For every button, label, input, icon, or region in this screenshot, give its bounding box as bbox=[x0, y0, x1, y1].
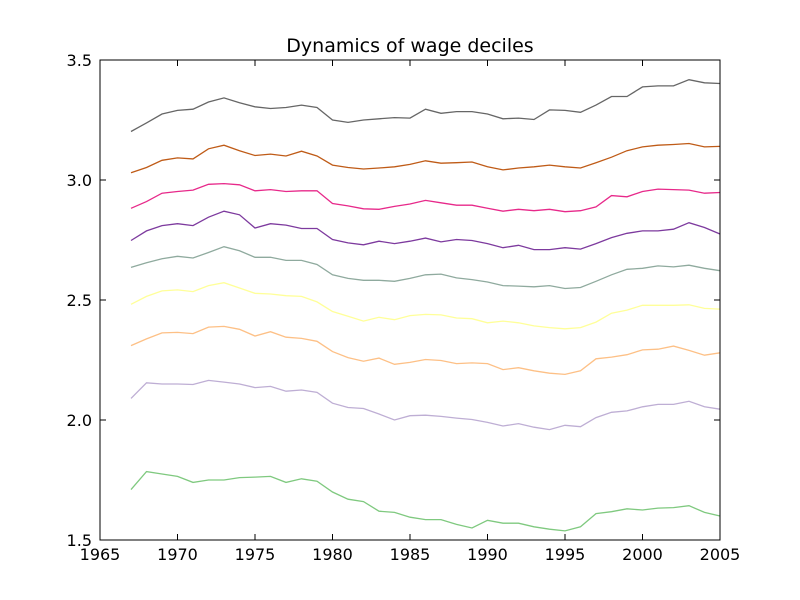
series-line-3 bbox=[130, 325, 721, 376]
series-line-4 bbox=[130, 282, 721, 330]
chart-title: Dynamics of wage deciles bbox=[286, 35, 533, 57]
y-tick-label: 1.5 bbox=[67, 531, 92, 550]
series-line-5 bbox=[130, 246, 721, 290]
series-line-2 bbox=[130, 379, 721, 431]
y-tick-label: 2.0 bbox=[67, 411, 92, 430]
y-tick-label: 3.5 bbox=[67, 51, 92, 70]
series-line-1 bbox=[130, 470, 721, 532]
y-tick-label: 2.5 bbox=[67, 291, 92, 310]
plot-frame bbox=[99, 59, 721, 541]
series-line-7 bbox=[130, 182, 721, 213]
series-line-8 bbox=[130, 142, 721, 174]
x-tick-label: 1985 bbox=[390, 545, 431, 564]
series-line-6 bbox=[130, 210, 721, 251]
x-tick-label: 2000 bbox=[622, 545, 663, 564]
x-tick-label: 1975 bbox=[235, 545, 276, 564]
x-tick-label: 2005 bbox=[700, 545, 741, 564]
x-tick-label: 1970 bbox=[157, 545, 198, 564]
series-line-9 bbox=[130, 79, 721, 133]
x-tick-label: 1995 bbox=[545, 545, 586, 564]
x-tick-label: 1990 bbox=[467, 545, 508, 564]
x-tick-label: 1965 bbox=[80, 545, 121, 564]
y-tick-label: 3.0 bbox=[67, 171, 92, 190]
x-tick-label: 1980 bbox=[312, 545, 353, 564]
ticks-layer: 1965 1970 1975 1980 1985 1990 1995 2000 2005 1.5 2… bbox=[67, 51, 741, 564]
series-layer bbox=[130, 79, 721, 532]
